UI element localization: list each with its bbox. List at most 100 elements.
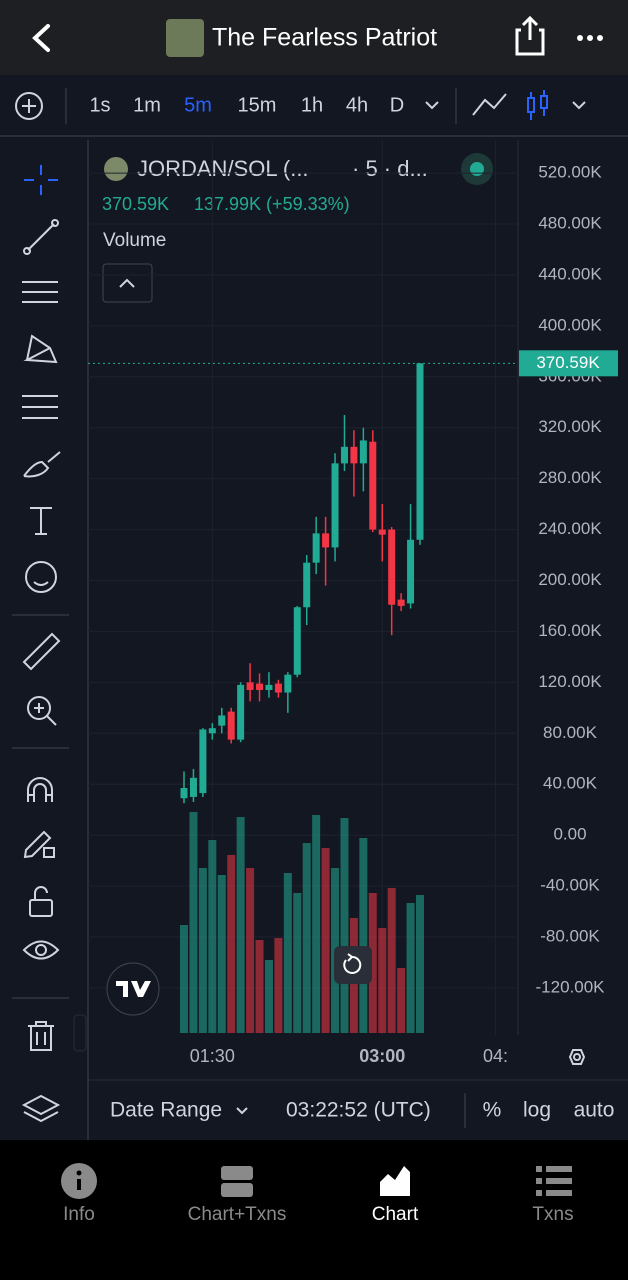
layers-tool[interactable] (21, 1094, 61, 1123)
y-tick-label: 120.00K (538, 672, 602, 691)
scale-option[interactable]: auto (574, 1099, 615, 1122)
y-tick-label: 240.00K (538, 519, 602, 538)
last-price: 370.59K (102, 194, 169, 214)
interval-button[interactable]: 15m (238, 94, 277, 116)
nav-item[interactable]: Chart+Txns (188, 1204, 287, 1225)
nav: Info Chart+Txns Chart Txns (63, 1204, 573, 1225)
date-range[interactable]: Date Range (110, 1099, 222, 1122)
interval-text: · 5 · d... (352, 156, 428, 181)
collapse-legend[interactable] (102, 263, 153, 303)
interval-button[interactable]: 1s (89, 94, 110, 116)
candle-body (274, 683, 282, 693)
lock-drawings[interactable] (23, 830, 55, 859)
collapse-toolbar[interactable] (73, 1014, 87, 1052)
more-button[interactable] (577, 35, 603, 41)
x-tick-label: 03:00 (359, 1046, 405, 1066)
volume-bar (397, 968, 406, 1033)
zoom-tool[interactable] (27, 696, 57, 726)
volume-bar (246, 868, 255, 1033)
volume-label: Volume (103, 230, 166, 251)
add-indicator[interactable] (15, 92, 43, 120)
candle-body (322, 533, 330, 548)
candle-body (246, 682, 254, 690)
hide-tool[interactable] (22, 940, 60, 960)
volume-bar (293, 893, 302, 1033)
clock: 03:22:52 (UTC) (286, 1099, 431, 1122)
text-tool[interactable] (30, 507, 52, 535)
candle-body (180, 788, 188, 799)
projection-tool[interactable] (22, 395, 58, 419)
candle-body (189, 777, 197, 797)
volume-bar (340, 818, 349, 1033)
back-button[interactable] (32, 24, 50, 52)
volume-bar (227, 855, 236, 1033)
candle-body (218, 715, 226, 726)
share-button[interactable] (515, 15, 545, 56)
interval-dropdown[interactable] (425, 101, 439, 110)
x-tick-label: 01:30 (190, 1046, 235, 1066)
interval-button[interactable]: 1m (133, 94, 161, 116)
candle-body (369, 441, 377, 530)
volume-bar (236, 817, 245, 1033)
candle-body (407, 539, 415, 604)
y-tick-label: 40.00K (543, 774, 598, 793)
magnet-tool[interactable] (27, 777, 53, 802)
brush-tool[interactable] (23, 451, 61, 478)
candle-body (265, 684, 273, 690)
crosshair-tool[interactable] (24, 165, 58, 195)
candle-body (359, 440, 367, 464)
nav-item[interactable]: Txns (532, 1204, 573, 1225)
nav-item[interactable]: Chart (372, 1204, 419, 1225)
y-tick-label: 320.00K (538, 417, 602, 436)
y-tick-label: 160.00K (538, 621, 602, 640)
chart-type-dropdown[interactable] (572, 101, 586, 110)
fib-tool[interactable] (22, 281, 58, 303)
header-bg (0, 0, 628, 75)
plot: 520.00K480.00K440.00K400.00K360.00K320.0… (88, 140, 618, 1066)
axis-settings[interactable] (568, 1049, 586, 1065)
candle-body (397, 599, 405, 606)
trend-line-tool[interactable] (23, 219, 59, 255)
price-tag-label: 370.59K (536, 353, 600, 372)
y-tick-label: -40.00K (540, 876, 600, 895)
interval-button[interactable]: 4h (346, 94, 368, 116)
delete-tool[interactable] (28, 1021, 54, 1051)
interval-button[interactable]: 5m (184, 94, 212, 116)
y-tick-label: 0.00 (553, 825, 586, 844)
line-chart-button[interactable] (472, 93, 507, 116)
candle-chart-button[interactable] (527, 90, 548, 120)
chart-icon (380, 1166, 410, 1196)
scale-option[interactable]: log (523, 1099, 551, 1122)
status-dot (470, 162, 484, 176)
change: 137.99K (+59.33%) (194, 194, 350, 214)
volume-bar (283, 873, 292, 1033)
volume-bar (302, 843, 311, 1033)
y-tick-label: 80.00K (543, 723, 598, 742)
nav-item[interactable]: Info (63, 1204, 95, 1225)
tv-logo[interactable] (106, 962, 160, 1016)
volume-bar (416, 895, 424, 1033)
interval-button[interactable]: D (390, 94, 404, 116)
info-icon (61, 1163, 97, 1199)
candle-body (340, 446, 348, 464)
ruler-tool[interactable] (22, 632, 61, 671)
reset-button[interactable] (334, 946, 372, 984)
y-tick-label: 520.00K (538, 163, 602, 182)
candle-body (331, 463, 339, 548)
candle-body (256, 683, 264, 690)
lock-tool[interactable] (29, 886, 53, 917)
volume-bar (274, 938, 283, 1033)
scale-option[interactable]: % (483, 1099, 502, 1122)
y-tick-label: 400.00K (538, 315, 602, 334)
pattern-tool[interactable] (23, 334, 58, 364)
candle-body (199, 729, 207, 794)
interval-button[interactable]: 1h (301, 94, 323, 116)
candle-body (378, 529, 386, 535)
emoji-tool[interactable] (25, 561, 57, 593)
candle-body (350, 446, 358, 464)
y-tick-label: 200.00K (538, 570, 602, 589)
price-tag (519, 350, 618, 377)
y-tick-label: 440.00K (538, 264, 602, 283)
candle-body (388, 529, 396, 605)
volume-bar (189, 812, 198, 1033)
